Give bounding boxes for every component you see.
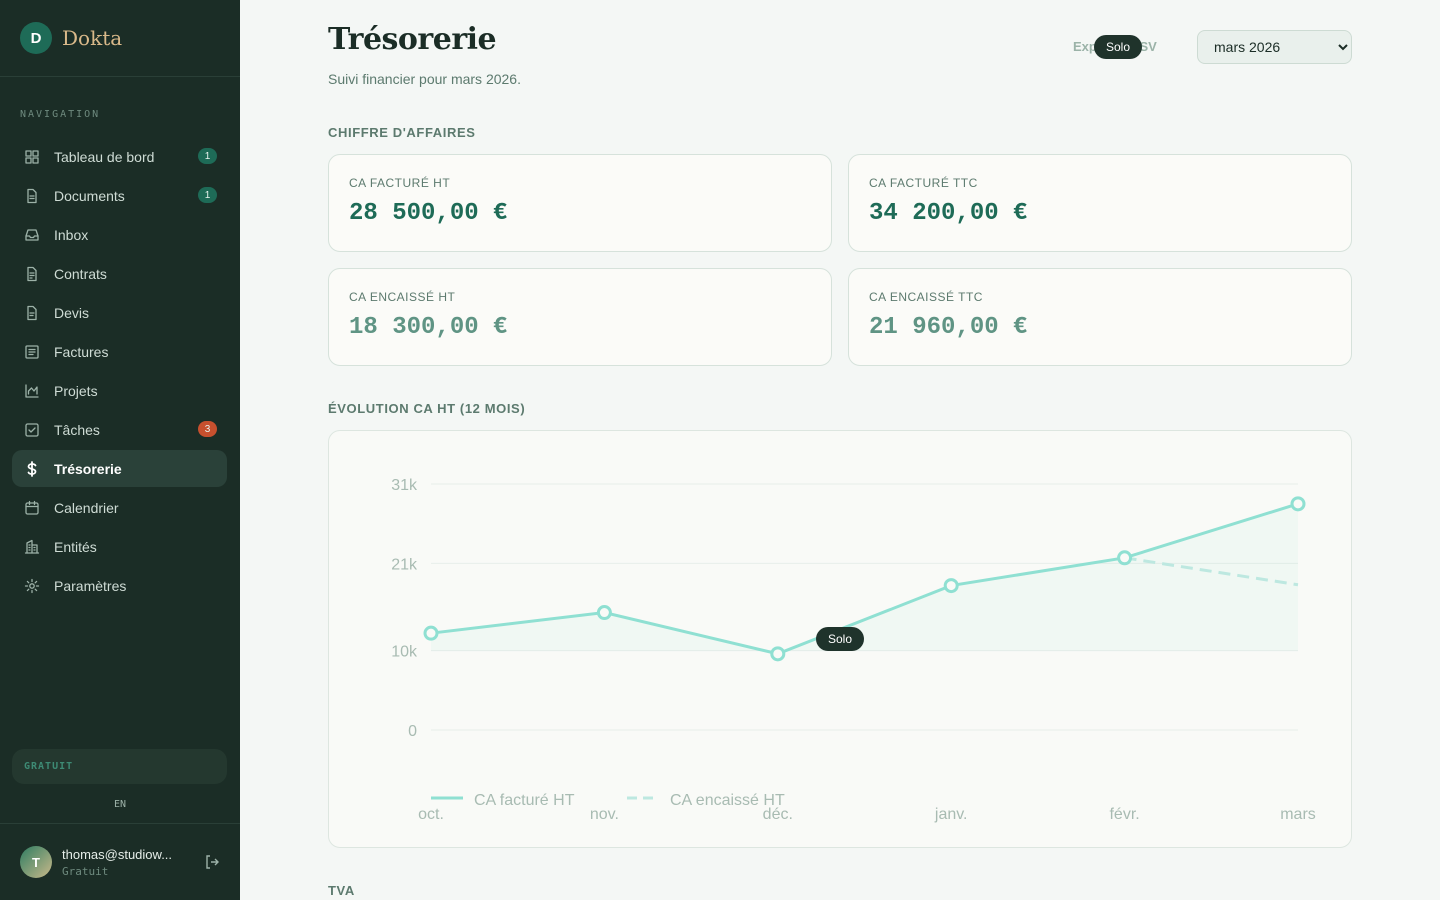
nav-badge: 1	[198, 148, 217, 164]
legend-label-cashed: CA encaissé HT	[670, 792, 785, 809]
revenue-section-label: CHIFFRE D'AFFAIRES	[328, 125, 476, 140]
series-line-cashed	[1124, 556, 1299, 587]
building-icon	[24, 539, 40, 555]
task-icon	[24, 422, 40, 438]
y-tick-label: 31k	[391, 477, 418, 494]
page-subtitle: Suivi financier pour mars 2026.	[328, 71, 521, 87]
kpi-card-billed-ttc: CA FACTURÉ TTC 34 200,00 €	[848, 154, 1352, 252]
legend-label-billed: CA facturé HT	[474, 792, 575, 809]
chart-tooltip: Solo	[816, 627, 865, 651]
sidebar-item-dashboard[interactable]: Tableau de bord 1	[12, 138, 227, 175]
kpi-card-cashed-ht: CA ENCAISSÉ HT 18 300,00 €	[328, 268, 832, 366]
main-content: Trésorerie Suivi financier pour mars 202…	[240, 0, 1440, 900]
sidebar-item-label: Paramètres	[54, 577, 127, 594]
y-tick-label: 10k	[391, 644, 418, 661]
chart-section-label: ÉVOLUTION CA HT (12 MOIS)	[328, 401, 526, 416]
kpi-card-billed-ht: CA FACTURÉ HT 28 500,00 €	[328, 154, 832, 252]
x-tick-label: janv.	[934, 806, 968, 823]
sidebar-item-label: Documents	[54, 187, 125, 204]
sidebar-item-label: Entités	[54, 538, 97, 555]
sidebar-item-building[interactable]: Entités	[12, 528, 227, 565]
data-point	[943, 578, 959, 594]
dollar-icon	[24, 460, 40, 477]
kpi-value: 34 200,00 €	[869, 200, 1028, 227]
sidebar-item-label: Factures	[54, 343, 109, 360]
nav-badge: 3	[198, 421, 217, 437]
inbox-icon	[24, 227, 40, 243]
dashboard-icon	[24, 149, 40, 165]
kpi-value: 21 960,00 €	[869, 314, 1028, 341]
sidebar-item-label: Tableau de bord	[54, 148, 155, 165]
sidebar-bottom: GRATUIT EN T thomas@studiow... Gratuit	[0, 749, 240, 900]
language-toggle[interactable]: EN	[113, 799, 127, 810]
sidebar-item-label: Calendrier	[54, 499, 119, 516]
x-tick-label: févr.	[1109, 806, 1139, 823]
kpi-value: 28 500,00 €	[349, 200, 508, 227]
sidebar-item-inbox[interactable]: Inbox	[12, 216, 227, 253]
vat-section-label: TVA	[328, 883, 355, 898]
nav-heading: NAVIGATION	[20, 109, 101, 120]
y-tick-label: 0	[408, 723, 417, 740]
sidebar-item-gear[interactable]: Paramètres	[12, 567, 227, 604]
y-tick-label: 21k	[391, 556, 418, 573]
avatar[interactable]: T	[20, 846, 52, 878]
brand-name: Dokta	[62, 26, 123, 50]
sidebar-item-chart[interactable]: Projets	[12, 372, 227, 409]
quote-icon	[24, 305, 40, 321]
sidebar-item-document[interactable]: Documents 1	[12, 177, 227, 214]
month-select[interactable]: mars 2026	[1197, 30, 1352, 64]
chart-icon	[24, 383, 40, 399]
revenue-line-chart: 31k 21k 10k 0 oct. nov. déc. janv. févr. mars CA f…	[391, 477, 1316, 823]
sidebar-item-quote[interactable]: Devis	[12, 294, 227, 331]
user-plan: Gratuit	[62, 864, 109, 878]
plan-badge[interactable]: GRATUIT	[12, 749, 227, 784]
user-info: thomas@studiow... Gratuit	[62, 847, 182, 878]
sidebar-item-label: Tâches	[54, 421, 100, 438]
contract-icon	[24, 266, 40, 282]
kpi-card-cashed-ttc: CA ENCAISSÉ TTC 21 960,00 €	[848, 268, 1352, 366]
brand-logo: D	[20, 22, 52, 54]
x-tick-label: mars	[1280, 806, 1316, 823]
kpi-label: CA ENCAISSÉ HT	[349, 290, 456, 304]
gear-icon	[24, 578, 40, 594]
kpi-value: 18 300,00 €	[349, 314, 508, 341]
sidebar: D Dokta NAVIGATION Tableau de bord 1 Docum…	[0, 0, 240, 900]
user-profile: T thomas@studiow... Gratuit	[0, 823, 240, 900]
sidebar-nav: Tableau de bord 1 Documents 1 Inbox Contrats D…	[0, 138, 240, 604]
brand[interactable]: D Dokta	[0, 0, 240, 77]
x-tick-label: oct.	[418, 806, 444, 823]
sidebar-item-invoice[interactable]: Factures	[12, 333, 227, 370]
sidebar-item-label: Inbox	[54, 226, 89, 243]
sidebar-item-task[interactable]: Tâches 3	[12, 411, 227, 448]
series-area	[431, 503, 1298, 654]
data-point	[770, 646, 786, 662]
export-tooltip: Solo	[1094, 35, 1143, 59]
nav-badge: 1	[198, 187, 217, 203]
logout-icon[interactable]	[204, 854, 220, 870]
data-point	[596, 605, 612, 621]
sidebar-item-label: Devis	[54, 304, 90, 321]
invoice-icon	[24, 344, 40, 360]
data-point	[423, 625, 439, 641]
x-tick-label: nov.	[590, 806, 619, 823]
sidebar-item-contract[interactable]: Contrats	[12, 255, 227, 292]
page-title: Trésorerie	[328, 22, 497, 57]
kpi-label: CA FACTURÉ HT	[349, 176, 451, 190]
document-icon	[24, 188, 40, 204]
series-line-billed	[430, 502, 1299, 656]
user-email: thomas@studiow...	[62, 846, 173, 862]
sidebar-item-label: Projets	[54, 382, 98, 399]
sidebar-item-label: Contrats	[54, 265, 107, 282]
sidebar-item-calendar[interactable]: Calendrier	[12, 489, 227, 526]
data-point	[1117, 550, 1133, 566]
kpi-label: CA ENCAISSÉ TTC	[869, 290, 983, 304]
sidebar-item-dollar[interactable]: Trésorerie	[12, 450, 227, 487]
sidebar-item-label: Trésorerie	[54, 460, 122, 477]
kpi-label: CA FACTURÉ TTC	[869, 176, 978, 190]
data-point	[1290, 496, 1306, 512]
x-tick-label: déc.	[763, 806, 793, 823]
calendar-icon	[24, 500, 40, 516]
